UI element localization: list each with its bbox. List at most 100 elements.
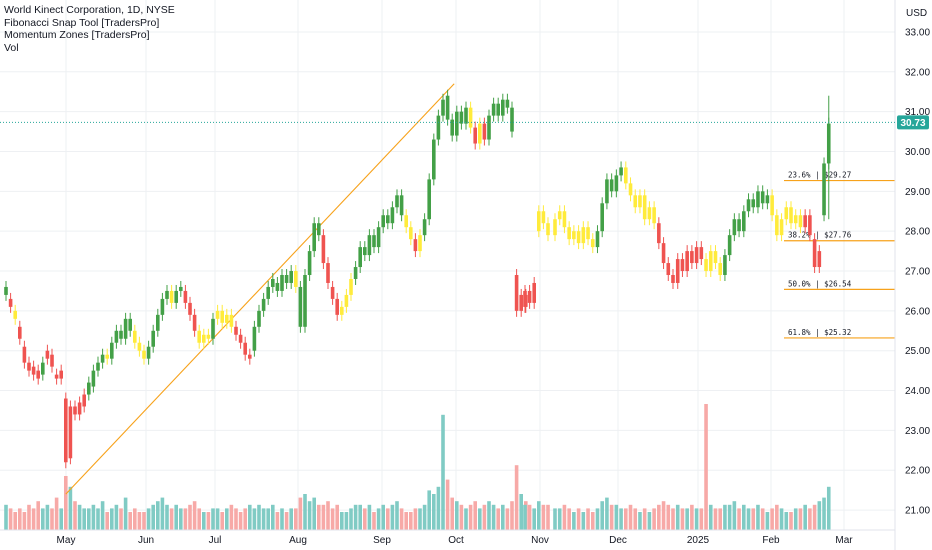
volume-bar — [50, 508, 54, 530]
volume-bar — [77, 504, 82, 530]
volume-bar — [294, 508, 298, 530]
volume-bar — [826, 486, 831, 530]
candle-body — [257, 310, 261, 327]
chart-legend: World Kinect Corporation, 1D, NYSE Fibon… — [4, 4, 175, 54]
volume-bar — [36, 501, 40, 530]
volume-bar — [455, 501, 459, 530]
volume-bar — [156, 501, 160, 530]
volume-bar — [581, 512, 586, 530]
candle-body — [307, 251, 312, 276]
y-tick-label: 24.00 — [905, 386, 930, 397]
candle-body — [468, 107, 473, 128]
candle-body — [661, 243, 666, 264]
candle-body — [294, 271, 298, 287]
volume-bar — [188, 504, 192, 530]
candle-body — [487, 115, 491, 140]
volume-bar — [770, 508, 774, 530]
volume-bar — [372, 512, 376, 530]
volume-bar — [4, 504, 8, 530]
volume-bar — [505, 508, 510, 530]
volume-bar — [713, 508, 718, 530]
legend-indicator-momentum[interactable]: Momentum Zones [TradersPro] — [4, 29, 150, 41]
volume-bar — [225, 508, 229, 530]
volume-bar — [335, 504, 339, 530]
volume-bar — [298, 497, 303, 530]
volume-bar — [390, 504, 395, 530]
candle-body — [280, 275, 284, 291]
candle-body — [390, 207, 395, 224]
volume-bar — [160, 497, 165, 530]
volume-bar — [22, 512, 27, 530]
volume-bar — [436, 486, 441, 530]
volume-bar — [464, 508, 468, 530]
candle-body — [358, 247, 362, 268]
volume-bar — [409, 512, 413, 530]
candle-body — [514, 275, 519, 311]
candle-body — [690, 251, 694, 264]
candle-body — [68, 406, 73, 459]
candle-body — [482, 123, 487, 140]
volume-bar — [257, 504, 261, 530]
candle-body — [151, 330, 155, 347]
volume-bar — [553, 508, 557, 530]
volume-bar — [482, 504, 487, 530]
y-tick-label: 26.00 — [905, 306, 930, 317]
candle-body — [266, 286, 270, 299]
volume-bar — [64, 476, 68, 530]
candle-body — [202, 334, 206, 343]
candle-body — [523, 290, 527, 307]
volume-bar — [586, 508, 590, 530]
volume-bar — [690, 504, 694, 530]
volume-bar — [8, 508, 13, 530]
currency-label: USD — [906, 8, 927, 19]
volume-bar — [501, 504, 505, 530]
volume-bar — [675, 504, 680, 530]
volume-bar — [395, 501, 399, 530]
volume-bar — [541, 504, 546, 530]
candle-body — [303, 275, 307, 327]
volume-bar — [105, 512, 109, 530]
volume-bar — [110, 508, 114, 530]
candle-body — [803, 215, 807, 228]
candle-body — [13, 310, 17, 319]
candle-body — [704, 259, 708, 272]
volume-bar — [119, 508, 123, 530]
candle-body — [160, 298, 165, 315]
volume-bar — [142, 512, 146, 530]
candle-body — [609, 179, 614, 192]
candle-body — [229, 314, 234, 327]
volume-bar — [422, 504, 427, 530]
x-tick-label: Aug — [289, 535, 307, 546]
volume-bar — [114, 504, 119, 530]
volume-bar — [468, 504, 473, 530]
y-tick-label: 33.00 — [905, 27, 930, 38]
candle-body — [344, 294, 349, 307]
volume-bar — [527, 504, 532, 530]
volume-bars — [4, 404, 831, 530]
volume-bar — [441, 414, 445, 530]
candle-body — [100, 354, 105, 363]
candle-body — [284, 275, 289, 283]
legend-indicator-volume[interactable]: Vol — [4, 41, 19, 54]
candle-body — [330, 286, 335, 299]
candle-body — [527, 290, 532, 303]
volume-bar — [326, 501, 330, 530]
legend-title[interactable]: World Kinect Corporation, 1D, NYSE — [4, 4, 175, 16]
volume-bar — [445, 479, 450, 530]
volume-bar — [271, 504, 275, 530]
candle-body — [746, 199, 751, 212]
fib-level-label: 38.2% | $27.76 — [788, 231, 852, 240]
volume-bar — [793, 508, 798, 530]
y-tick-label: 22.00 — [905, 466, 930, 477]
legend-indicator-fibonacci[interactable]: Fibonacci Snap Tool [TradersPro] — [4, 16, 160, 29]
candle-body — [73, 406, 77, 415]
candle-body — [808, 215, 812, 236]
candle-body — [321, 235, 326, 264]
volume-bar — [595, 508, 600, 530]
candle-body — [713, 251, 718, 264]
candle-body — [197, 330, 201, 343]
volume-bar — [519, 494, 523, 530]
candle-body — [4, 286, 8, 295]
